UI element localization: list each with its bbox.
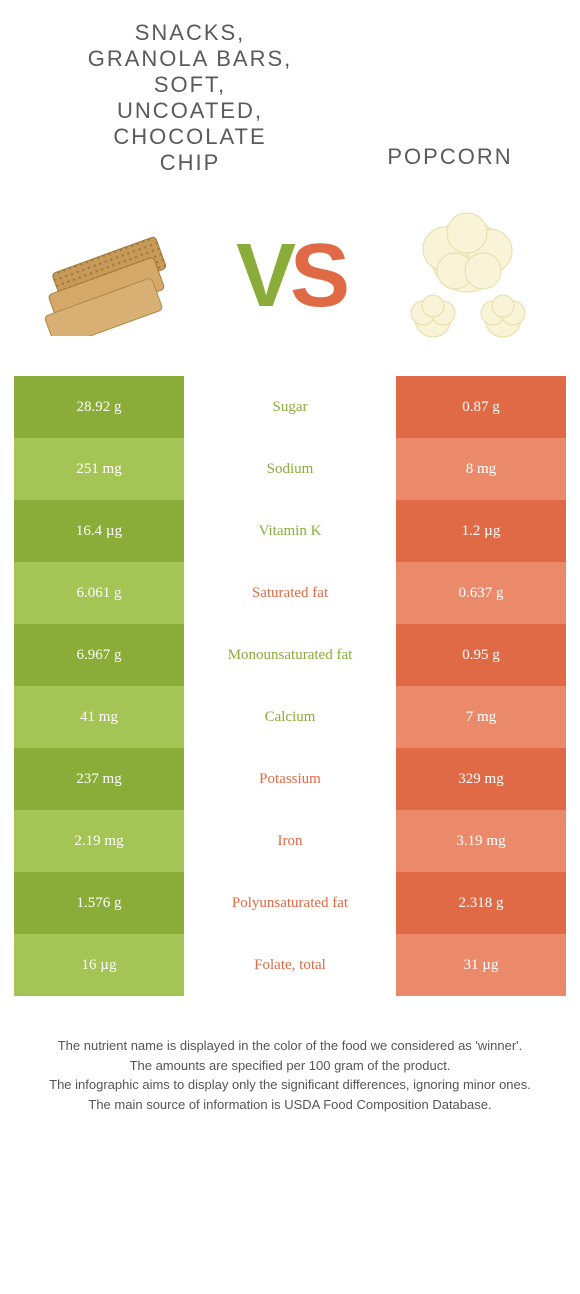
footer: The nutrient name is displayed in the co…: [0, 996, 580, 1114]
value-right: 7 mg: [396, 686, 566, 748]
food2-title: POPCORN: [350, 144, 550, 170]
header: SNACKS, GRANOLA BARS, SOFT, UNCOATED, CH…: [0, 0, 580, 186]
vs-label: VS: [236, 225, 344, 328]
footer-line: The main source of information is USDA F…: [20, 1095, 560, 1115]
table-row: 6.061 gSaturated fat0.637 g: [14, 562, 566, 624]
value-left: 6.061 g: [14, 562, 184, 624]
value-right: 8 mg: [396, 438, 566, 500]
value-left: 16 µg: [14, 934, 184, 996]
table-row: 1.576 gPolyunsaturated fat2.318 g: [14, 872, 566, 934]
vs-v: V: [236, 226, 290, 326]
table-row: 16 µgFolate, total31 µg: [14, 934, 566, 996]
nutrient-name: Sugar: [184, 376, 396, 438]
value-right: 0.95 g: [396, 624, 566, 686]
image-row: VS: [0, 186, 580, 376]
nutrient-name: Folate, total: [184, 934, 396, 996]
footer-line: The amounts are specified per 100 gram o…: [20, 1056, 560, 1076]
table-row: 237 mgPotassium329 mg: [14, 748, 566, 810]
table-row: 16.4 µgVitamin K1.2 µg: [14, 500, 566, 562]
value-right: 0.87 g: [396, 376, 566, 438]
footer-line: The infographic aims to display only the…: [20, 1075, 560, 1095]
value-right: 0.637 g: [396, 562, 566, 624]
value-left: 28.92 g: [14, 376, 184, 438]
nutrient-name: Vitamin K: [184, 500, 396, 562]
nutrient-name: Iron: [184, 810, 396, 872]
value-right: 2.318 g: [396, 872, 566, 934]
table-row: 6.967 gMonounsaturated fat0.95 g: [14, 624, 566, 686]
value-left: 2.19 mg: [14, 810, 184, 872]
table-row: 251 mgSodium8 mg: [14, 438, 566, 500]
nutrient-name: Saturated fat: [184, 562, 396, 624]
value-left: 251 mg: [14, 438, 184, 500]
table-row: 2.19 mgIron3.19 mg: [14, 810, 566, 872]
value-left: 237 mg: [14, 748, 184, 810]
value-left: 16.4 µg: [14, 500, 184, 562]
comparison-table: 28.92 gSugar0.87 g251 mgSodium8 mg16.4 µ…: [0, 376, 580, 996]
value-left: 6.967 g: [14, 624, 184, 686]
value-right: 3.19 mg: [396, 810, 566, 872]
food1-title: SNACKS, GRANOLA BARS, SOFT, UNCOATED, CH…: [80, 20, 300, 176]
table-row: 41 mgCalcium7 mg: [14, 686, 566, 748]
table-row: 28.92 gSugar0.87 g: [14, 376, 566, 438]
value-right: 329 mg: [396, 748, 566, 810]
footer-line: The nutrient name is displayed in the co…: [20, 1036, 560, 1056]
nutrient-name: Sodium: [184, 438, 396, 500]
nutrient-name: Monounsaturated fat: [184, 624, 396, 686]
vs-s: S: [290, 226, 344, 326]
value-right: 1.2 µg: [396, 500, 566, 562]
food2-image: [390, 196, 550, 356]
value-left: 1.576 g: [14, 872, 184, 934]
nutrient-name: Calcium: [184, 686, 396, 748]
food1-image: [30, 196, 190, 356]
value-right: 31 µg: [396, 934, 566, 996]
nutrient-name: Potassium: [184, 748, 396, 810]
nutrient-name: Polyunsaturated fat: [184, 872, 396, 934]
value-left: 41 mg: [14, 686, 184, 748]
